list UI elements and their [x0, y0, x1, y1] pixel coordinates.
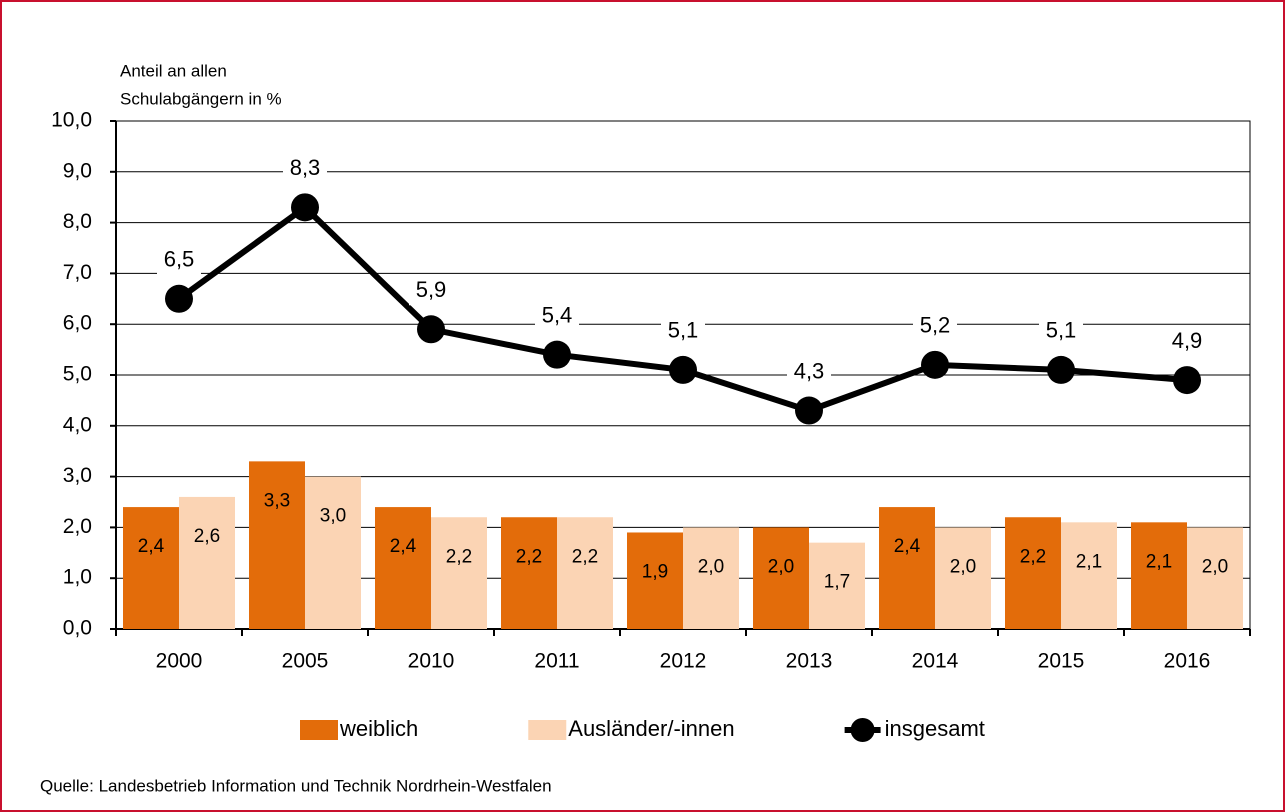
line-marker: [921, 350, 949, 379]
legend-swatch: [300, 720, 338, 740]
bar-value-label: 2,0: [950, 556, 976, 577]
bar: [809, 542, 865, 629]
x-tick-label: 2011: [534, 650, 579, 673]
line-value-label: 5,4: [542, 302, 573, 327]
line-value-label: 5,2: [920, 313, 951, 338]
bar-value-label: 2,2: [572, 546, 598, 567]
bar-value-label: 2,0: [1202, 556, 1228, 577]
x-tick-label: 2013: [786, 650, 833, 673]
bar-value-label: 2,4: [894, 536, 921, 557]
label-bg: [661, 317, 705, 346]
label-bg: [787, 358, 831, 387]
bar-value-label: 2,4: [390, 536, 417, 557]
bar: [753, 527, 809, 629]
source: Quelle: Landesbetrieb Information und Te…: [40, 776, 552, 795]
y-tick-label: 8,0: [63, 210, 92, 233]
x-tick-label: 2014: [912, 650, 959, 673]
x-tick-label: 2012: [660, 650, 707, 673]
bar-value-label: 2,1: [1076, 551, 1102, 572]
label-bg: [913, 312, 957, 341]
label-bg: [283, 155, 327, 184]
legend-label: insgesamt: [885, 716, 985, 741]
y-tick-label: 9,0: [63, 159, 92, 182]
y-tick-label: 4,0: [63, 413, 92, 436]
bar-value-label: 2,6: [194, 526, 220, 547]
bar: [557, 517, 613, 629]
y-tick-label: 2,0: [63, 515, 92, 538]
y-tick-label: 0,0: [63, 617, 92, 640]
legend-label: weiblich: [339, 716, 418, 741]
bar-value-label: 3,3: [264, 490, 290, 511]
x-tick-label: 2005: [282, 650, 329, 673]
bar: [1131, 522, 1187, 629]
label-bg: [535, 302, 579, 331]
y-tick-label: 6,0: [63, 312, 92, 335]
bar: [1005, 517, 1061, 629]
line-marker: [795, 396, 823, 425]
y-tick-label: 5,0: [63, 363, 92, 386]
line-marker: [291, 193, 319, 222]
line-marker: [669, 355, 697, 384]
bar: [123, 507, 179, 629]
bar-value-label: 2,0: [698, 556, 724, 577]
legend-label: Ausländer/-innen: [568, 716, 734, 741]
x-tick-label: 2000: [156, 650, 203, 673]
bar-value-label: 2,2: [1020, 546, 1046, 567]
bar-value-label: 2,1: [1146, 551, 1172, 572]
bar-value-label: 3,0: [320, 506, 346, 527]
bar: [627, 532, 683, 629]
x-tick-label: 2010: [408, 650, 455, 673]
line-value-label: 8,3: [290, 155, 321, 180]
legend-swatch: [528, 720, 567, 740]
bar-value-label: 2,2: [446, 546, 472, 567]
bar: [249, 461, 305, 629]
bar: [1187, 527, 1243, 629]
y-axis-label: Anteil an allen: [120, 61, 227, 80]
y-tick-label: 10,0: [51, 109, 92, 132]
y-tick-label: 1,0: [63, 566, 92, 589]
label-bg: [157, 246, 201, 275]
line-marker: [417, 315, 445, 344]
bar: [683, 527, 739, 629]
line-value-label: 5,1: [668, 318, 699, 343]
x-tick-label: 2016: [1164, 650, 1211, 673]
bar: [501, 517, 557, 629]
y-tick-label: 7,0: [63, 261, 92, 284]
label-bg: [1039, 317, 1083, 346]
line-value-label: 4,9: [1172, 328, 1203, 353]
line-marker: [165, 284, 193, 313]
label-bg: [1165, 328, 1209, 357]
bar-value-label: 1,9: [642, 561, 668, 582]
bar: [935, 527, 991, 629]
bar: [431, 517, 487, 629]
bar-value-label: 2,4: [138, 536, 165, 557]
line-value-label: 6,5: [164, 247, 195, 272]
line-value-label: 5,9: [416, 277, 447, 302]
line-marker: [1173, 366, 1201, 395]
bar-value-label: 2,2: [516, 546, 542, 567]
line-marker: [1047, 355, 1075, 384]
label-bg: [409, 277, 453, 306]
bar: [1061, 522, 1117, 629]
bar: [179, 496, 235, 629]
line-value-label: 4,3: [794, 358, 825, 383]
line-marker: [543, 340, 571, 369]
bar-value-label: 2,0: [768, 556, 794, 577]
y-tick-label: 3,0: [63, 464, 92, 487]
bar-value-label: 1,7: [824, 572, 850, 593]
line-value-label: 5,1: [1046, 318, 1077, 343]
bar: [879, 507, 935, 629]
legend-marker: [850, 718, 875, 742]
y-axis-label: Schulabgängern in %: [120, 89, 282, 108]
bar: [305, 476, 361, 629]
bar: [375, 507, 431, 629]
x-tick-label: 2015: [1038, 650, 1085, 673]
